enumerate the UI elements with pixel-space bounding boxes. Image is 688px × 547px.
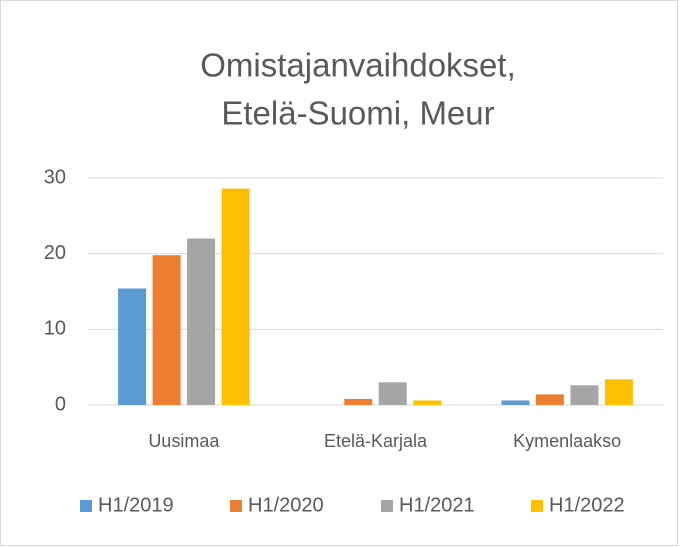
legend-swatch: [230, 500, 242, 512]
chart-title: Etelä-Suomi, Meur: [221, 95, 494, 132]
x-tick-label: Kymenlaakso: [513, 431, 621, 451]
bar: [152, 255, 181, 405]
y-tick-label: 20: [44, 242, 66, 264]
y-tick-label: 30: [44, 166, 66, 188]
y-tick-label: 0: [55, 393, 66, 415]
x-tick-label: Etelä-Karjala: [324, 431, 428, 451]
bar: [221, 188, 250, 405]
x-tick-label: Uusimaa: [148, 431, 220, 451]
bar: [378, 382, 407, 405]
legend-swatch: [381, 500, 393, 512]
bar: [570, 385, 599, 405]
legend-label: H1/2021: [399, 494, 475, 516]
bar: [535, 394, 564, 405]
bar: [118, 288, 147, 405]
y-tick-label: 10: [44, 318, 66, 340]
bar: [501, 400, 530, 405]
chart-title: Omistajanvaihdokset,: [200, 47, 515, 84]
legend-swatch: [80, 500, 92, 512]
bar: [344, 398, 373, 405]
bar: [187, 238, 216, 405]
bar: [413, 400, 442, 405]
legend-label: H1/2020: [248, 494, 324, 516]
legend-label: H1/2022: [549, 494, 625, 516]
legend-swatch: [531, 500, 543, 512]
bar: [604, 379, 633, 405]
legend-label: H1/2019: [98, 494, 174, 516]
